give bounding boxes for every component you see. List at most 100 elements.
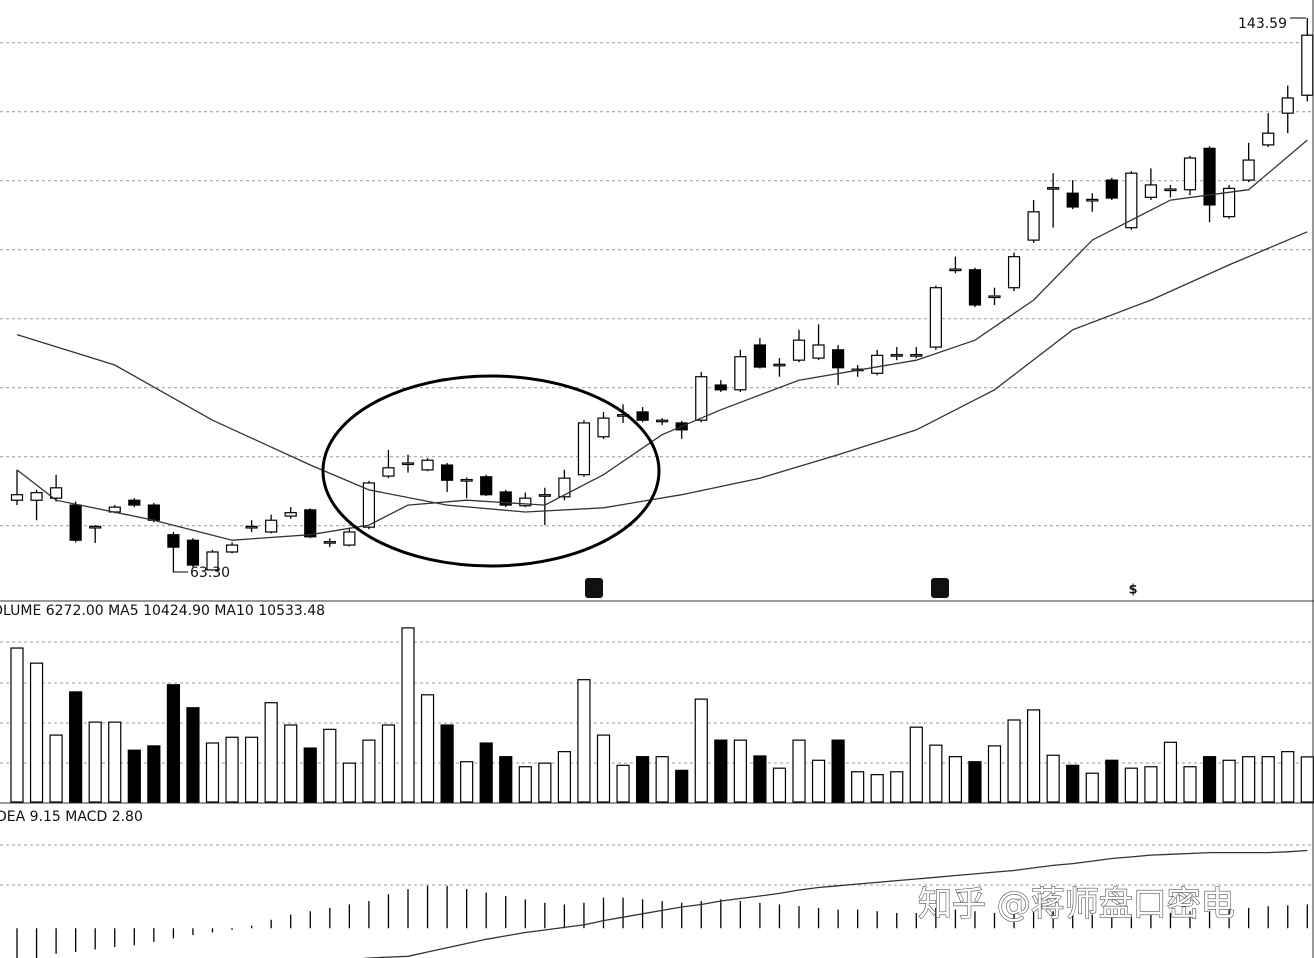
volume-bar: [108, 721, 122, 803]
high-label: 143.59: [1238, 16, 1287, 32]
volume-bar: [49, 734, 63, 803]
candle-body: [1027, 211, 1040, 241]
volume-bar: [1242, 756, 1256, 803]
candle-body: [421, 459, 434, 471]
candle-body: [597, 417, 610, 438]
volume-bar: [557, 751, 572, 803]
volume-bar: [968, 761, 982, 803]
volume-bar: [577, 679, 591, 803]
marker-icon: $: [1128, 583, 1137, 598]
volume-bar: [1300, 756, 1314, 803]
candle-body: [206, 551, 219, 571]
volume-bar: [753, 755, 767, 803]
volume-bar: [538, 762, 552, 803]
volume-bar: [1281, 751, 1295, 803]
volume-bar: [616, 764, 630, 803]
volume-bar: [381, 724, 396, 803]
volume-bar: [460, 761, 474, 803]
volume-bar: [29, 662, 44, 803]
candle-body: [1203, 147, 1216, 206]
volume-header: OLUME 6272.00 MA5 10424.90 MA10 10533.48: [0, 603, 325, 619]
marks: [10, 18, 1314, 958]
low-label: 63.30: [190, 565, 230, 581]
volume-bar: [1183, 766, 1197, 803]
candle-body: [695, 376, 708, 421]
candle-body: [1066, 192, 1079, 208]
candle-body: [1242, 159, 1255, 181]
candle-body: [343, 531, 356, 546]
volume-bar: [890, 771, 904, 803]
volume-bar: [733, 739, 747, 803]
candle-body: [499, 491, 512, 506]
volume-bar: [1261, 756, 1275, 803]
candle-body: [558, 477, 571, 498]
candle-body: [167, 534, 180, 548]
candle-body: [30, 492, 43, 501]
candle-body: [968, 269, 982, 306]
volume-bar: [362, 739, 376, 803]
volume-bar: [655, 756, 669, 803]
candle-body: [128, 499, 141, 506]
candle-body: [1105, 179, 1118, 199]
volume-bar: [811, 759, 826, 803]
marker-icon: [585, 578, 603, 598]
candle-body: [1183, 157, 1197, 191]
volume-bar: [10, 647, 24, 803]
volume-bar: [675, 769, 689, 803]
volume-bar: [303, 747, 317, 803]
candle-body: [577, 422, 591, 476]
volume-bar: [1144, 766, 1158, 803]
volume-bar: [714, 739, 728, 803]
volume-bar: [694, 698, 708, 803]
volume-bar: [831, 739, 845, 803]
volume-bar: [401, 627, 415, 803]
candle-body: [1301, 34, 1314, 96]
grid: [0, 42, 1313, 527]
volume-bar: [69, 691, 83, 803]
candle-body: [441, 464, 454, 481]
candle-body: [773, 363, 786, 367]
volume-bar: [596, 734, 611, 803]
ma-line: [16, 139, 1308, 541]
volume-bar: [499, 756, 513, 803]
candle-body: [871, 354, 884, 374]
volume-bar: [205, 742, 220, 803]
candle-body: [734, 356, 747, 391]
candle-body: [265, 519, 278, 533]
candle-body: [656, 419, 669, 423]
candle-body: [304, 509, 317, 538]
candle-body: [949, 268, 962, 272]
watermark: 知乎 @蒋师盘口密电: [918, 885, 1235, 925]
volume-bar: [987, 745, 1002, 803]
candle-body: [1086, 198, 1099, 202]
price-panel: [10, 18, 1314, 572]
candle-body: [1047, 187, 1060, 190]
volume-bar: [186, 707, 200, 803]
volume-bar: [909, 726, 923, 803]
volume-bar: [245, 736, 259, 803]
candle-body: [401, 462, 415, 466]
candle-body: [147, 504, 160, 521]
volume-bar: [1007, 719, 1021, 803]
candle-body: [49, 487, 63, 499]
candle-body: [382, 467, 395, 477]
candle-body: [538, 494, 551, 497]
candle-body: [362, 482, 375, 528]
volume-bar: [1163, 741, 1178, 803]
ma-line: [16, 231, 1308, 513]
volume-bar: [1202, 756, 1217, 803]
candle-body: [831, 349, 845, 369]
candle-body: [1007, 256, 1021, 289]
candle-body: [714, 384, 727, 391]
volume-bar: [127, 749, 141, 803]
candle-body: [10, 494, 24, 501]
volume-bar: [635, 756, 650, 803]
candle-body: [636, 411, 649, 421]
volume-bar: [323, 728, 337, 803]
volume-bar: [792, 739, 806, 803]
macd-panel: [16, 849, 1308, 958]
candle-body: [480, 476, 493, 496]
volume-bar: [479, 742, 493, 803]
candle-body: [792, 339, 806, 361]
